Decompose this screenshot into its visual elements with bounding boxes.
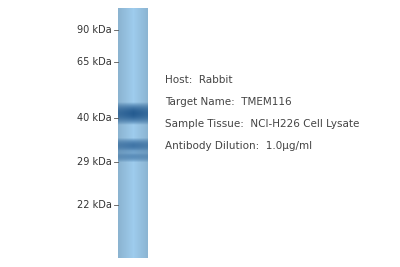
Text: 40 kDa: 40 kDa (77, 113, 112, 123)
Text: 65 kDa: 65 kDa (77, 57, 112, 67)
Text: 29 kDa: 29 kDa (77, 157, 112, 167)
Text: Antibody Dilution:  1.0µg/ml: Antibody Dilution: 1.0µg/ml (165, 141, 312, 151)
Text: Host:  Rabbit: Host: Rabbit (165, 75, 232, 85)
Text: Sample Tissue:  NCI-H226 Cell Lysate: Sample Tissue: NCI-H226 Cell Lysate (165, 119, 359, 129)
Text: Target Name:  TMEM116: Target Name: TMEM116 (165, 97, 292, 107)
Text: 90 kDa: 90 kDa (77, 25, 112, 35)
Text: 22 kDa: 22 kDa (77, 200, 112, 210)
